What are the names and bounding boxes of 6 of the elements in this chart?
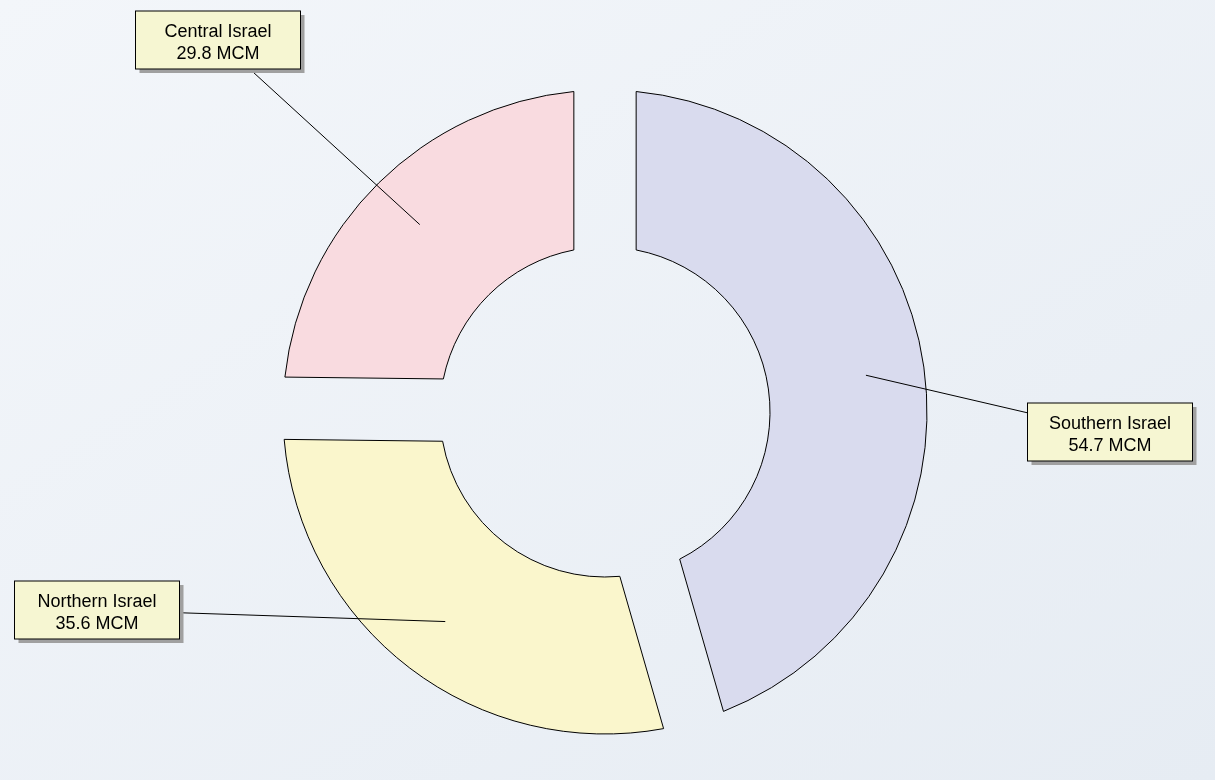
data-label: 29.8 MCM <box>176 43 260 63</box>
data-label: 54.7 MCM <box>1068 435 1152 455</box>
slice-label: Central Israel <box>164 21 272 41</box>
slice-label: Northern Israel <box>37 591 157 611</box>
slice-label: Southern Israel <box>1048 413 1172 433</box>
data-label: 35.6 MCM <box>55 613 139 633</box>
